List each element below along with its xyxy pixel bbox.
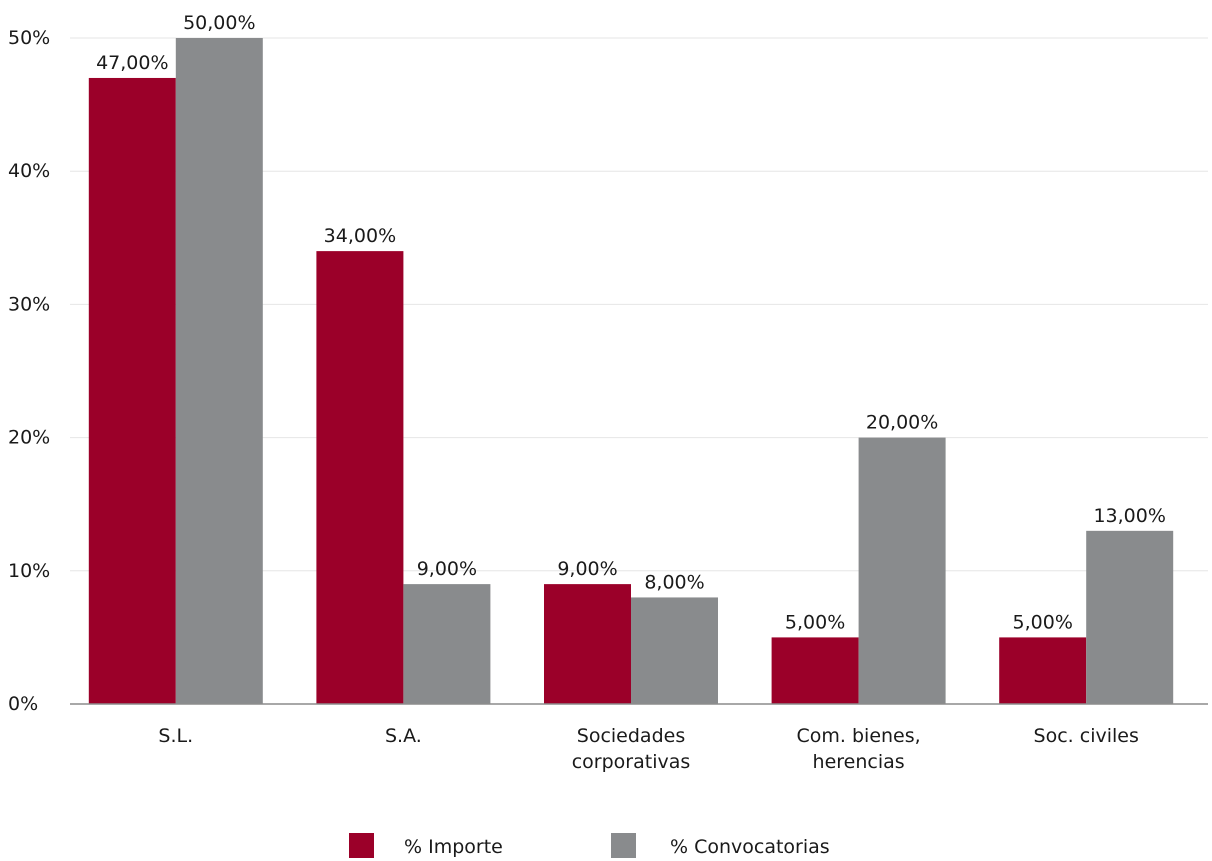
y-tick-label: 10% <box>8 560 50 582</box>
legend-swatch <box>611 833 636 858</box>
data-label: 9,00% <box>557 558 617 580</box>
y-tick-label: 0% <box>8 693 38 715</box>
legend-label: % Importe <box>404 836 503 858</box>
bar-convocatorias <box>631 597 718 704</box>
data-label: 34,00% <box>324 225 396 247</box>
y-tick-label: 50% <box>8 27 50 49</box>
data-label: 20,00% <box>866 412 938 434</box>
bar-convocatorias <box>176 38 263 704</box>
data-label: 5,00% <box>785 611 845 633</box>
y-tick-label: 30% <box>8 293 50 315</box>
data-label: 50,00% <box>183 12 255 34</box>
y-axis: 0% 10% 20% 30% 40% 50% <box>8 27 50 715</box>
legend: % Importe % Convocatorias <box>349 833 830 858</box>
y-tick-label: 20% <box>8 427 50 449</box>
bar-convocatorias <box>859 438 946 704</box>
x-category-label: S.L. <box>158 725 193 747</box>
data-label: 9,00% <box>417 558 477 580</box>
x-category-label: Sociedades corporativas <box>572 725 691 773</box>
bar-importe <box>316 251 403 704</box>
x-category-label: Soc. civiles <box>1034 725 1139 747</box>
legend-swatch <box>349 833 374 858</box>
bars <box>89 38 1173 704</box>
bar-importe <box>544 584 631 704</box>
x-axis: S.L. S.A. Sociedades corporativas Com. biene… <box>158 725 1138 773</box>
bar-convocatorias <box>403 584 490 704</box>
bar-importe <box>89 78 176 704</box>
legend-label: % Convocatorias <box>670 836 830 858</box>
bar-importe <box>772 637 859 704</box>
bar-convocatorias <box>1086 531 1173 704</box>
data-label: 5,00% <box>1013 611 1073 633</box>
x-category-label: Com. bienes, herencias <box>797 725 921 773</box>
x-category-label: S.A. <box>385 725 422 747</box>
data-label: 8,00% <box>644 571 704 593</box>
data-label: 47,00% <box>96 52 168 74</box>
y-tick-label: 40% <box>8 160 50 182</box>
data-label: 13,00% <box>1093 505 1165 527</box>
bar-importe <box>999 637 1086 704</box>
